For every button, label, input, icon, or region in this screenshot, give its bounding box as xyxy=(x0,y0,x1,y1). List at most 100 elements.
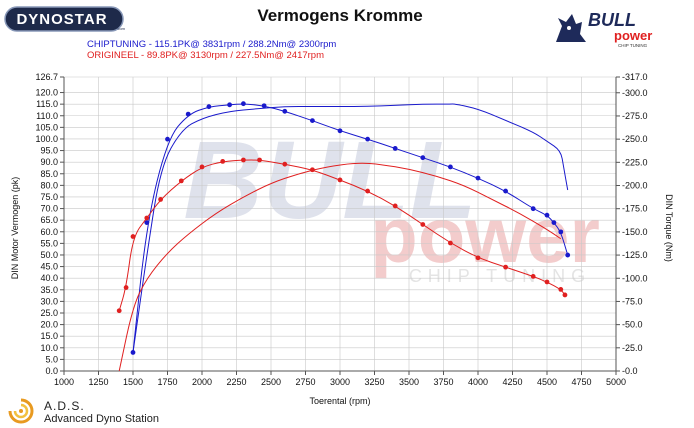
x-tick-label: 3250 xyxy=(364,377,384,387)
y-tick-label-right: -175.0 xyxy=(622,204,648,214)
data-point-chiptuning-torque xyxy=(310,118,315,123)
y-tick-label-left: 10.0 xyxy=(40,343,58,353)
data-point-origineel-torque xyxy=(503,264,508,270)
y-tick-label-left: 55.0 xyxy=(40,238,58,248)
bull-head-icon xyxy=(556,14,586,42)
x-tick-label: 2750 xyxy=(295,377,315,387)
data-point-chiptuning-torque xyxy=(227,102,233,108)
data-point-origineel-torque xyxy=(178,178,184,184)
y-tick-label-right: -75.0 xyxy=(622,296,643,306)
y-tick-label-left: 0.0 xyxy=(45,366,58,376)
y-tick-label-left: 45.0 xyxy=(40,262,58,272)
x-tick-label: 3750 xyxy=(433,377,453,387)
chart-title: Vermogens Kromme xyxy=(257,6,423,25)
y-tick-label-right: -200.0 xyxy=(622,181,648,191)
y-tick-label-right: -317.0 xyxy=(622,72,648,82)
legend-chiptuning: CHIPTUNING - 115.1PK@ 3831rpm / 288.2Nm@… xyxy=(87,39,337,50)
ads-swirl-icon xyxy=(8,398,34,424)
data-point-chiptuning-torque xyxy=(530,206,536,212)
x-tick-label: 2000 xyxy=(192,377,212,387)
series-line-origineel-power xyxy=(118,162,562,372)
x-tick-label: 4750 xyxy=(571,377,591,387)
y-tick-label-left: 95.0 xyxy=(40,146,58,156)
dynostar-logo-suffix: com xyxy=(117,26,125,31)
data-point-origineel-torque xyxy=(475,255,481,261)
chart-axes: 1000 1250 1500 1750 2000 2250 2500 2750 3000 3250… xyxy=(35,72,647,387)
y-tick-label-left: 75.0 xyxy=(40,192,58,202)
x-tick-label: 4250 xyxy=(502,377,522,387)
x-tick-label: 1750 xyxy=(157,377,177,387)
series-line-chiptuning-power xyxy=(132,103,569,353)
data-point-chiptuning-torque xyxy=(130,350,136,355)
data-point-origineel-torque xyxy=(310,167,315,173)
x-tick-label: 2500 xyxy=(261,377,281,387)
watermark-chiptuning-text: CHIP TUNING xyxy=(409,266,591,286)
y-tick-label-left: 15.0 xyxy=(40,331,58,341)
data-point-origineel-torque xyxy=(420,222,426,227)
watermark-bull-text: BULL xyxy=(183,119,476,242)
data-point-chiptuning-torque xyxy=(503,188,508,194)
data-point-origineel-torque xyxy=(116,308,122,314)
data-point-origineel-torque xyxy=(257,157,262,163)
x-tick-label: 1000 xyxy=(54,377,74,387)
data-point-chiptuning-torque xyxy=(558,229,564,235)
data-point-chiptuning-torque xyxy=(565,252,571,258)
data-point-origineel-torque xyxy=(365,188,370,194)
y-tick-label-left: 70.0 xyxy=(40,204,58,214)
data-point-chiptuning-torque xyxy=(144,220,150,226)
bull-logo-text: BULL xyxy=(588,10,636,30)
data-point-origineel-torque xyxy=(130,234,136,239)
data-point-chiptuning-torque xyxy=(241,101,246,107)
bull-logo-tag: CHIP TUNING xyxy=(618,43,648,48)
y-tick-label-left: 35.0 xyxy=(40,285,58,295)
data-point-origineel-torque xyxy=(158,197,164,202)
data-point-chiptuning-torque xyxy=(206,104,212,110)
series-line-chiptuning-torque xyxy=(132,103,569,353)
x-tick-label: 1500 xyxy=(123,377,143,387)
data-point-origineel-torque xyxy=(562,292,568,298)
x-tick-label: 5000 xyxy=(606,377,626,387)
data-point-origineel-torque xyxy=(220,158,226,164)
bull-power-logo: BULL power CHIP TUNING xyxy=(556,10,652,48)
y-tick-label-right: -300.0 xyxy=(622,88,648,98)
y-tick-label-left: 30.0 xyxy=(40,296,58,306)
y-tick-label-left: 90.0 xyxy=(40,157,58,167)
data-point-chiptuning-torque xyxy=(185,111,191,117)
data-point-chiptuning-torque xyxy=(365,136,370,142)
data-point-origineel-torque xyxy=(530,274,536,279)
data-point-origineel-torque xyxy=(337,177,343,183)
y-tick-label-right: -0.0 xyxy=(622,366,638,376)
y-tick-label-right: -275.0 xyxy=(622,111,648,121)
y-tick-label-right: -250.0 xyxy=(622,134,648,144)
x-tick-label: 3000 xyxy=(330,377,350,387)
y-tick-label-left: 40.0 xyxy=(40,273,58,283)
data-point-chiptuning-torque xyxy=(475,175,481,181)
y-axis-label-left: DIN Motor Vermogen (pk) xyxy=(10,177,20,280)
data-point-origineel-torque xyxy=(144,215,150,221)
data-point-origineel-torque xyxy=(558,286,564,292)
y-tick-label-left: 50.0 xyxy=(40,250,58,260)
y-tick-label-left: 60.0 xyxy=(40,227,58,237)
y-axis-label-right: DIN Torque (Nm) xyxy=(664,194,674,262)
data-point-origineel-torque xyxy=(544,279,550,285)
x-tick-label: 2250 xyxy=(226,377,246,387)
data-point-chiptuning-torque xyxy=(420,155,426,161)
y-tick-label-right: -25.0 xyxy=(622,343,643,353)
data-point-origineel-torque xyxy=(123,285,129,290)
legend-origineel: ORIGINEEL - 89.8PK@ 3130rpm / 227.5Nm@ 2… xyxy=(87,50,325,61)
data-point-origineel-torque xyxy=(241,157,246,163)
y-tick-label-left: 85.0 xyxy=(40,169,58,179)
data-point-origineel-torque xyxy=(448,240,453,246)
dynostar-logo: DYNOSTAR com xyxy=(4,6,126,32)
data-point-chiptuning-torque xyxy=(392,146,398,151)
data-point-chiptuning-torque xyxy=(544,212,550,218)
data-point-chiptuning-torque xyxy=(448,164,453,170)
y-tick-label-left: 126.7 xyxy=(35,72,58,82)
y-tick-label-left: 120.0 xyxy=(35,88,58,98)
x-axis-label: Toerental (rpm) xyxy=(309,396,370,406)
ads-title: A.D.S. xyxy=(44,399,85,413)
data-point-chiptuning-torque xyxy=(551,220,557,226)
y-tick-label-left: 115.0 xyxy=(36,99,58,109)
